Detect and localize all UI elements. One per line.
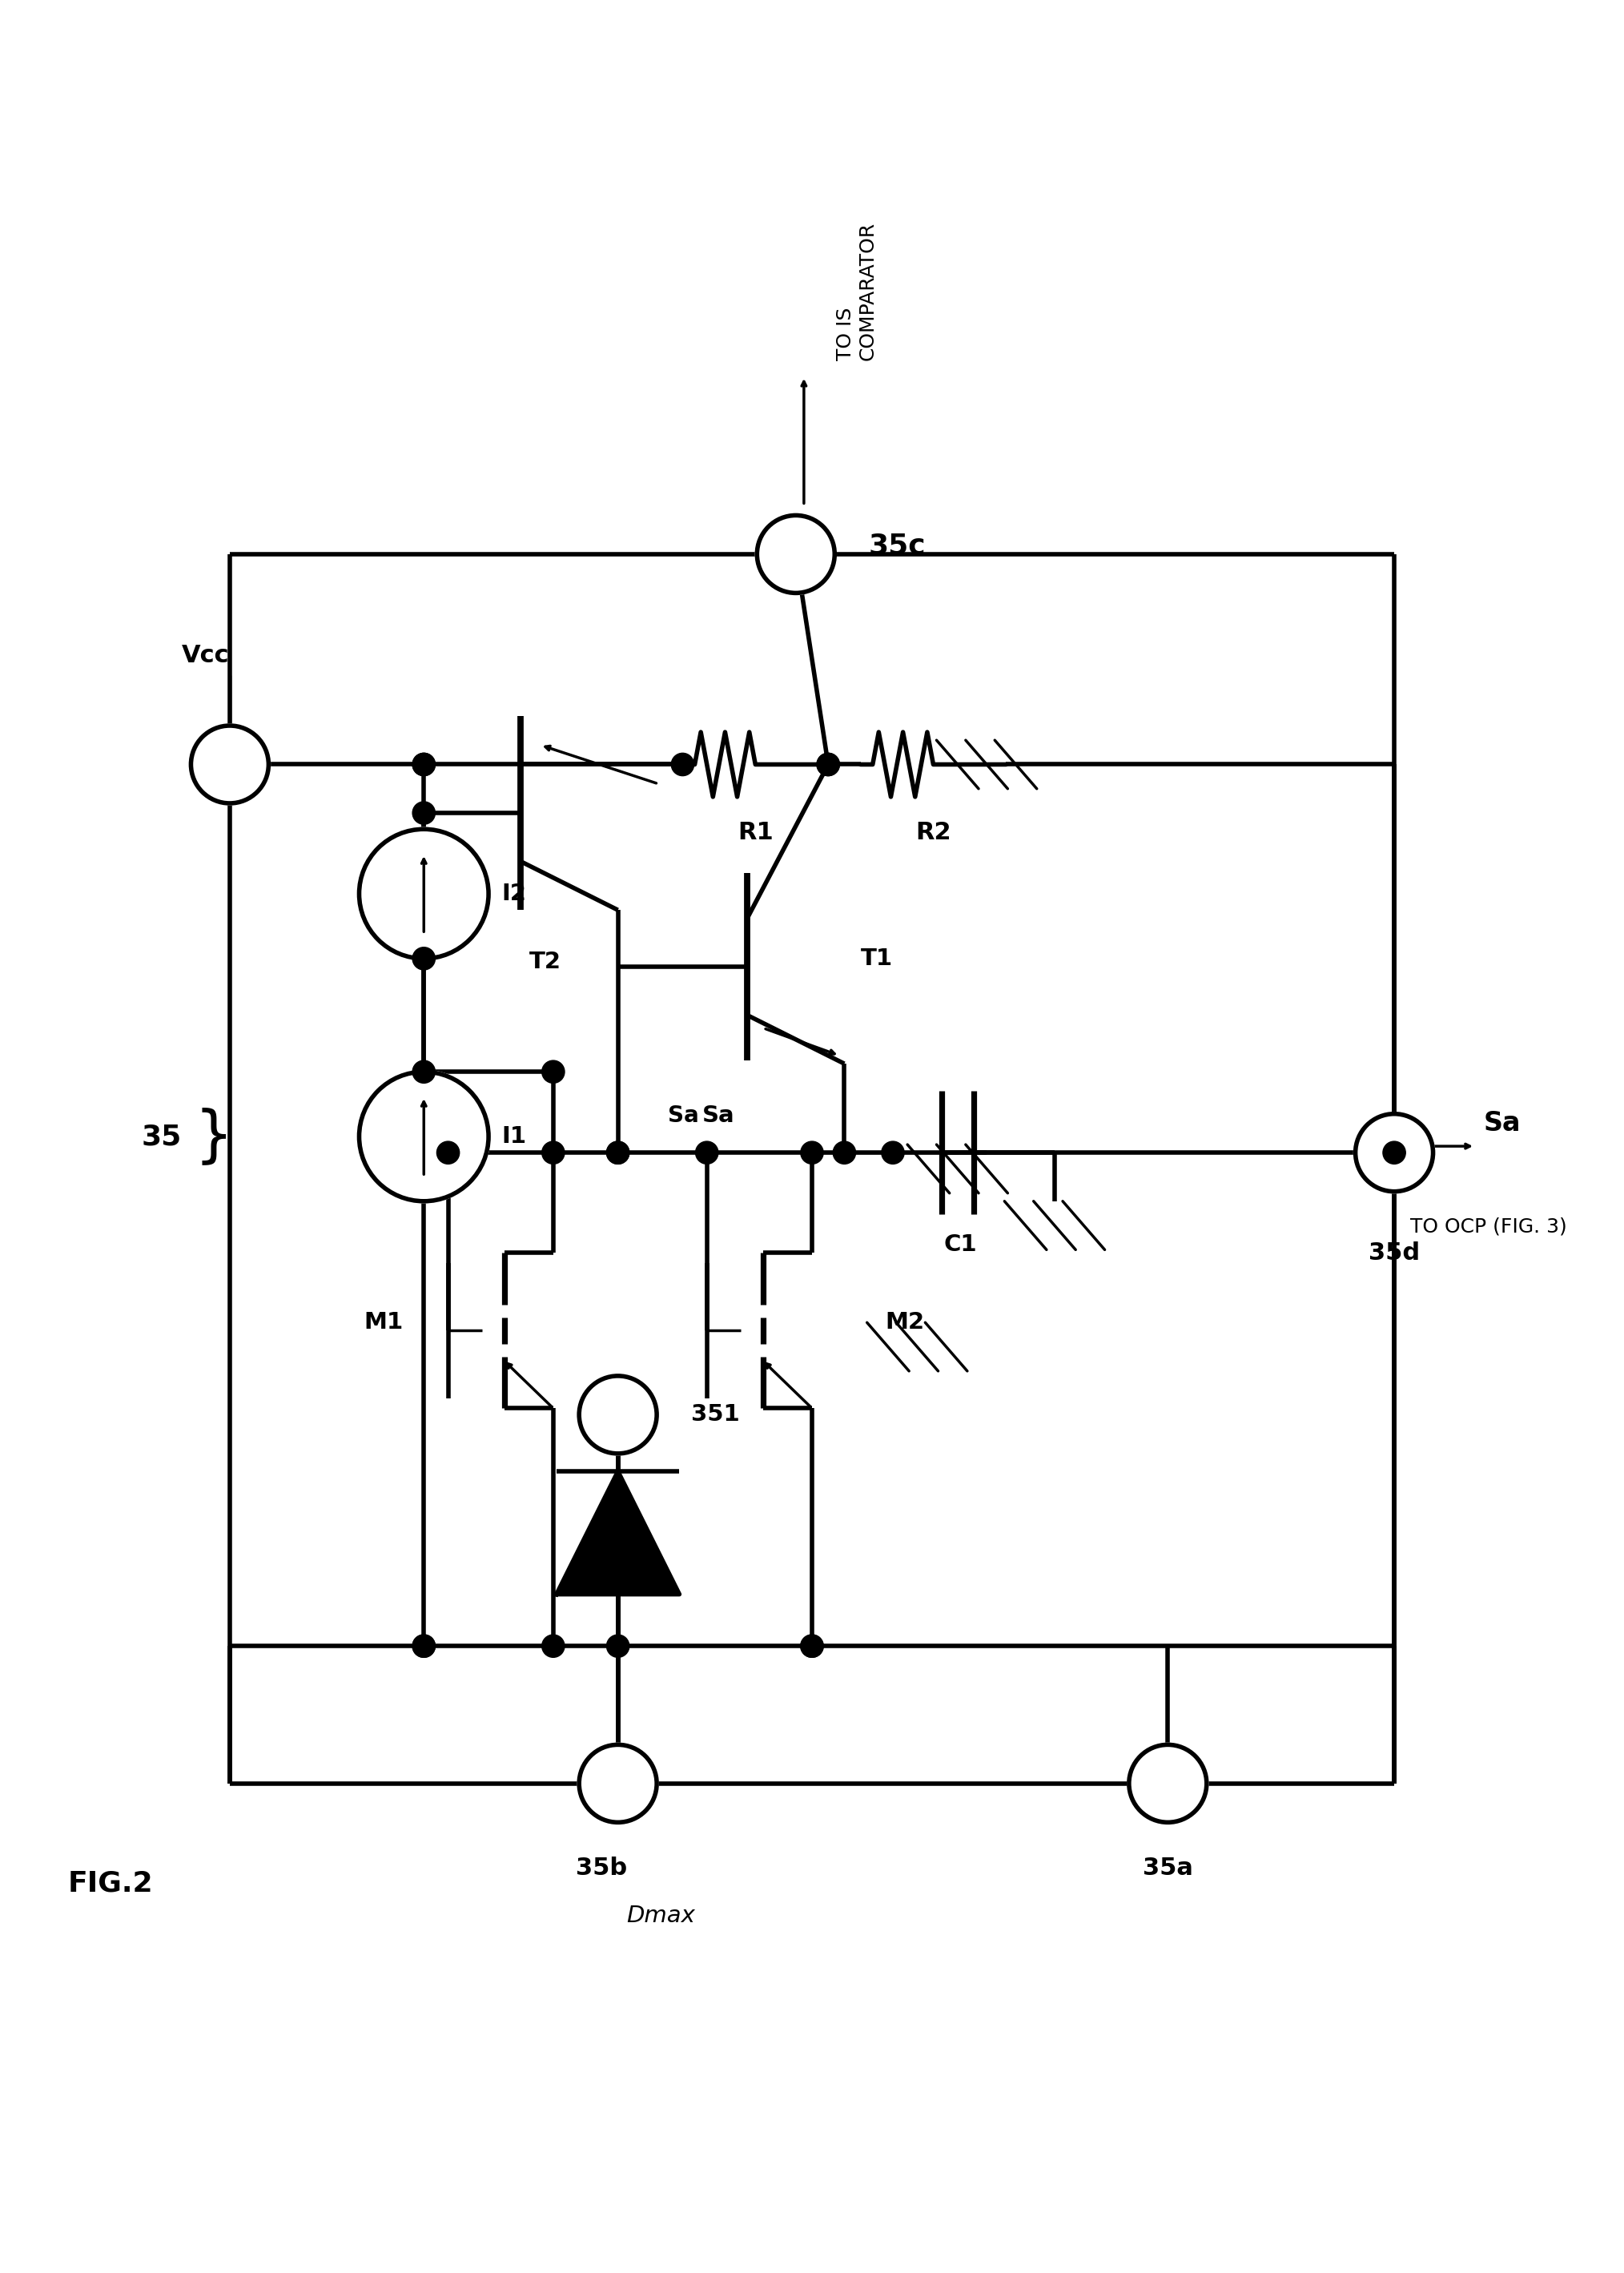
Circle shape xyxy=(695,1141,718,1164)
Circle shape xyxy=(412,948,435,971)
Text: Sa: Sa xyxy=(702,1105,734,1127)
Circle shape xyxy=(882,1141,905,1164)
Circle shape xyxy=(1384,1141,1405,1164)
Text: Vcc: Vcc xyxy=(182,643,229,668)
Circle shape xyxy=(833,1141,856,1164)
Circle shape xyxy=(412,802,435,825)
Circle shape xyxy=(412,1061,435,1084)
Text: R1: R1 xyxy=(737,821,773,843)
Circle shape xyxy=(580,1746,656,1823)
Circle shape xyxy=(412,752,435,775)
Circle shape xyxy=(1356,1114,1432,1191)
Circle shape xyxy=(542,1634,565,1657)
Text: FIG.2: FIG.2 xyxy=(68,1868,153,1896)
Text: M2: M2 xyxy=(885,1312,924,1334)
Circle shape xyxy=(542,1061,565,1084)
Text: 35b: 35b xyxy=(577,1857,627,1880)
Circle shape xyxy=(1129,1746,1207,1823)
Text: Sa: Sa xyxy=(1483,1109,1520,1136)
Text: Sa: Sa xyxy=(667,1105,698,1127)
Text: R2: R2 xyxy=(916,821,952,843)
Circle shape xyxy=(359,830,489,959)
Polygon shape xyxy=(557,1471,679,1593)
Circle shape xyxy=(359,1073,489,1200)
Circle shape xyxy=(607,1634,628,1657)
Text: 35a: 35a xyxy=(1143,1857,1194,1880)
Text: Dmax: Dmax xyxy=(625,1905,695,1928)
Text: C1: C1 xyxy=(944,1234,978,1257)
Text: 351: 351 xyxy=(690,1402,739,1425)
Text: I1: I1 xyxy=(502,1125,526,1148)
Circle shape xyxy=(801,1141,823,1164)
Text: 35: 35 xyxy=(141,1123,182,1150)
Circle shape xyxy=(817,752,840,775)
Circle shape xyxy=(801,1634,823,1657)
Text: M1: M1 xyxy=(364,1312,403,1334)
Circle shape xyxy=(607,1141,628,1164)
Text: 35c: 35c xyxy=(869,532,926,559)
Circle shape xyxy=(437,1141,460,1164)
Text: T1: T1 xyxy=(861,948,893,971)
Text: 35d: 35d xyxy=(1369,1241,1419,1264)
Circle shape xyxy=(412,752,435,775)
Circle shape xyxy=(671,752,693,775)
Circle shape xyxy=(192,725,268,802)
Text: I2: I2 xyxy=(502,882,526,905)
Circle shape xyxy=(412,1634,435,1657)
Circle shape xyxy=(757,516,835,593)
Text: T2: T2 xyxy=(529,950,560,973)
Circle shape xyxy=(412,1634,435,1657)
Text: }: } xyxy=(195,1107,232,1166)
Text: TO IS
COMPARATOR: TO IS COMPARATOR xyxy=(836,220,877,359)
Circle shape xyxy=(607,1141,628,1164)
Text: TO OCP (FIG. 3): TO OCP (FIG. 3) xyxy=(1410,1218,1567,1237)
Circle shape xyxy=(542,1141,565,1164)
Circle shape xyxy=(580,1375,656,1452)
Circle shape xyxy=(801,1634,823,1657)
Circle shape xyxy=(817,752,840,775)
